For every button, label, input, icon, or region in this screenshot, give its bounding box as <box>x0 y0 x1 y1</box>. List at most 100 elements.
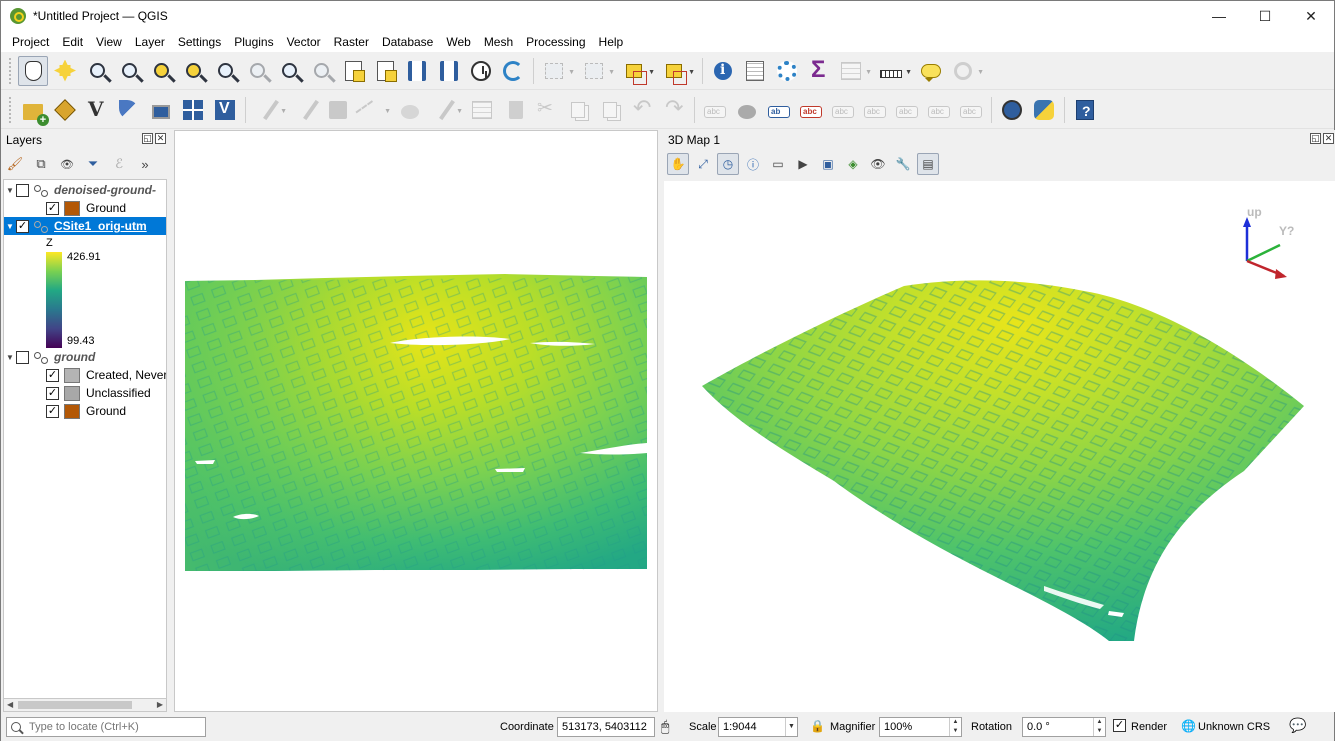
vertex-tool-button[interactable]: ▼ <box>427 95 463 125</box>
collapse-arrow-icon[interactable]: ▼ <box>6 352 14 362</box>
configure-wrench-icon[interactable]: 🔧 <box>895 157 911 171</box>
new-geopackage-layer-button[interactable] <box>50 95 80 125</box>
undock-panel-button[interactable]: ◱ <box>142 133 153 144</box>
save-image-icon[interactable]: ▣ <box>822 157 834 171</box>
label-highlight-button[interactable] <box>764 95 794 125</box>
class-visibility-checkbox[interactable]: ✓ <box>46 386 59 400</box>
messages-icon[interactable]: 💬 <box>1289 717 1307 733</box>
class-row-created-never[interactable]: ✓ Created, Never <box>4 366 166 384</box>
zoom-to-layer-button[interactable] <box>210 56 240 86</box>
new-map-view-button[interactable] <box>338 56 368 86</box>
python-console-button[interactable] <box>1029 95 1059 125</box>
zoom-full-3d-icon[interactable]: ⤢ <box>698 156 708 171</box>
zoom-next-button[interactable] <box>306 56 336 86</box>
help-button[interactable] <box>1070 95 1100 125</box>
zoom-in-button[interactable] <box>82 56 112 86</box>
globe-plugin-button[interactable] <box>997 95 1027 125</box>
new-spatialite-layer-button[interactable] <box>146 95 176 125</box>
new-temporary-layer-button[interactable] <box>178 95 208 125</box>
redo-button[interactable] <box>659 95 689 125</box>
statistical-summary-button[interactable] <box>804 56 834 86</box>
class-row-ground[interactable]: ✓ Ground <box>4 199 166 217</box>
collapse-arrow-icon[interactable]: ▼ <box>6 185 14 195</box>
layer-row-denoised-ground[interactable]: ▼ denoised-ground- <box>4 181 166 199</box>
temporal-controller-button[interactable] <box>466 56 496 86</box>
digitize-quill-button[interactable] <box>114 95 144 125</box>
zoom-out-button[interactable] <box>114 56 144 86</box>
menu-plugins[interactable]: Plugins <box>234 34 274 49</box>
minimize-button[interactable]: — <box>1212 8 1226 24</box>
menu-vector[interactable]: Vector <box>286 34 321 49</box>
delete-selected-button[interactable] <box>499 95 529 125</box>
modify-attributes-button[interactable] <box>467 95 497 125</box>
menu-help[interactable]: Help <box>598 34 624 49</box>
new-mesh-layer-button[interactable] <box>210 95 240 125</box>
digitize-line-button[interactable]: ▼ <box>355 95 391 130</box>
scroll-right-icon[interactable]: ▶ <box>156 700 163 709</box>
undo-button[interactable] <box>627 95 657 125</box>
coordinate-field[interactable]: 513173, 5403112 <box>557 717 655 737</box>
class-row-unclassified[interactable]: ✓ Unclassified <box>4 384 166 402</box>
zoom-native-button[interactable] <box>242 56 272 86</box>
filter-legend-icon[interactable]: ⏷ <box>87 156 99 171</box>
paste-features-button[interactable] <box>595 95 625 125</box>
class-visibility-checkbox[interactable]: ✓ <box>46 368 59 382</box>
camera-eye-icon[interactable]: 👁 <box>870 157 886 171</box>
map-canvas-3d[interactable]: up Y? <box>664 181 1335 712</box>
close-panel-button[interactable]: ✕ <box>155 133 166 144</box>
visibility-eye-icon[interactable]: 👁 <box>60 158 74 171</box>
menu-settings[interactable]: Settings <box>177 34 222 49</box>
menu-edit[interactable]: Edit <box>62 34 84 49</box>
rotation-spinbox[interactable]: 0.0 ° ▲ ▼ <box>1022 717 1106 737</box>
view-sync-icon[interactable]: ▤ <box>917 153 939 175</box>
camera-pan-icon[interactable]: ✋ <box>667 153 689 175</box>
layer-row-csite1[interactable]: ▼ ✓ CSite1_orig-utm <box>4 217 166 235</box>
zoom-last-button[interactable] <box>274 56 304 86</box>
layer-visibility-checkbox[interactable] <box>16 183 29 197</box>
label-show-button[interactable] <box>860 95 890 125</box>
spin-arrows-icon[interactable]: ▲ ▼ <box>1093 718 1105 736</box>
scrollbar-thumb[interactable] <box>18 701 132 709</box>
crs-label[interactable]: Unknown CRS <box>1198 721 1271 733</box>
identify-features-button[interactable] <box>708 56 738 86</box>
deselect-button[interactable]: ▼ <box>619 56 655 86</box>
expression-filter-icon[interactable]: ℰ <box>115 156 123 171</box>
toolbar-grip[interactable] <box>9 57 13 84</box>
crs-globe-icon[interactable]: 🌐 <box>1181 719 1196 733</box>
menu-database[interactable]: Database <box>381 34 434 49</box>
layer-visibility-checkbox[interactable] <box>16 350 29 364</box>
locator-bar[interactable] <box>6 717 206 737</box>
attribute-table-button[interactable]: ▼ <box>836 56 872 86</box>
menu-mesh[interactable]: Mesh <box>483 34 514 49</box>
field-calculator-button[interactable] <box>740 56 770 86</box>
add-group-icon[interactable]: ⧉ <box>36 156 46 171</box>
processing-toolbox-button[interactable] <box>772 56 802 86</box>
zoom-full-button[interactable] <box>146 56 176 86</box>
zoom-to-selection-button[interactable] <box>178 56 208 86</box>
new-bookmark-button[interactable] <box>402 56 432 86</box>
menu-web[interactable]: Web <box>446 34 471 49</box>
scale-combobox[interactable]: 1:9044 ▼ <box>718 717 798 737</box>
paintbrush-icon[interactable]: 🖌 <box>6 156 24 171</box>
cut-features-button[interactable] <box>531 95 561 125</box>
new-3d-map-button[interactable] <box>370 56 400 86</box>
map-canvas-2d[interactable] <box>174 130 658 712</box>
label-edit-button[interactable] <box>956 95 986 125</box>
export-3d-scene-icon[interactable]: ◈ <box>848 157 858 171</box>
select-location-button[interactable]: ▼ <box>659 56 695 86</box>
pan-to-selection-button[interactable] <box>50 56 80 86</box>
menu-view[interactable]: View <box>96 34 122 49</box>
menu-processing[interactable]: Processing <box>526 34 586 49</box>
render-checkbox[interactable]: ✓ <box>1113 719 1126 732</box>
lock-scale-icon[interactable]: 🔒 <box>810 719 825 733</box>
measure-3d-icon[interactable]: ▭ <box>772 157 784 171</box>
label-move-button[interactable] <box>828 95 858 125</box>
copy-features-button[interactable] <box>563 95 593 125</box>
label-pin-button[interactable] <box>732 95 762 125</box>
toggle-editing-button[interactable] <box>291 95 321 125</box>
undock-panel-button[interactable]: ◱ <box>1310 133 1321 144</box>
menu-raster[interactable]: Raster <box>333 34 369 49</box>
add-polygon-button[interactable] <box>395 95 425 125</box>
close-window-button[interactable]: ✕ <box>1305 7 1317 24</box>
search-lens-button[interactable]: ▼ <box>948 56 984 86</box>
